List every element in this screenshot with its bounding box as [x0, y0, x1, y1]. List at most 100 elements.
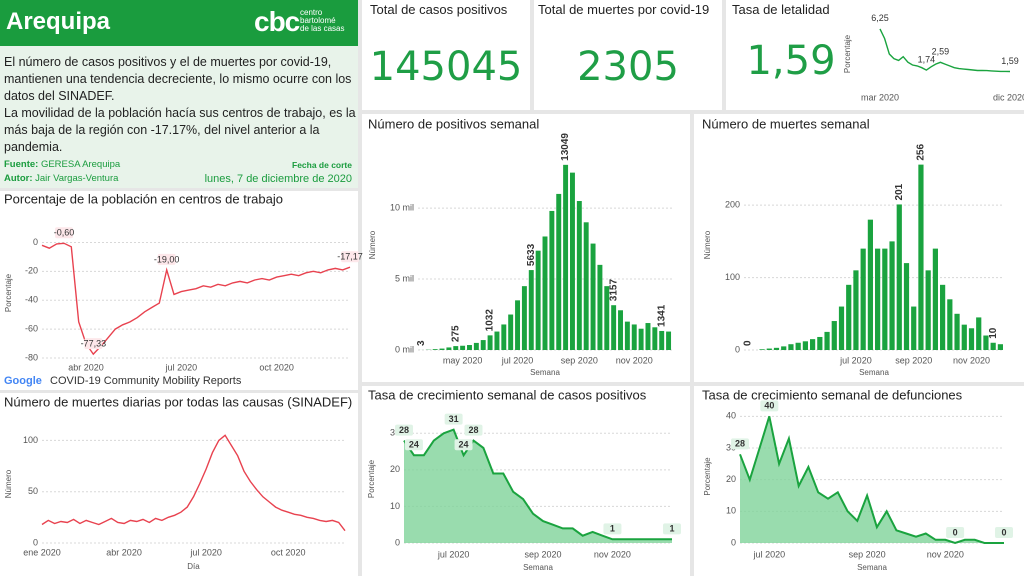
- bar: [875, 248, 881, 350]
- bar: [911, 306, 917, 350]
- bar: [528, 270, 534, 350]
- x-tick-label: sep 2020: [561, 355, 598, 365]
- panel: [0, 393, 358, 576]
- bar: [480, 340, 486, 350]
- line: [41, 242, 351, 356]
- bar: [795, 342, 801, 350]
- bar: [773, 347, 780, 350]
- y-tick-label: 30: [390, 428, 400, 438]
- x-tick-label: may 2020: [443, 355, 483, 365]
- y-tick-label: 10: [390, 501, 400, 511]
- y-tick-label: 30: [726, 442, 736, 452]
- panel: [0, 191, 358, 390]
- line: [403, 428, 672, 541]
- bar: [439, 348, 445, 350]
- title: Arequipa: [6, 8, 111, 35]
- y-axis-title: Porcentaje: [4, 273, 13, 312]
- bar: [940, 284, 946, 350]
- y-tick-label: 0: [735, 344, 740, 354]
- kpi-title: Total de casos positivos: [370, 2, 508, 17]
- x-axis-title: Semana: [859, 368, 889, 377]
- bar: [583, 222, 589, 350]
- data-label: 201: [894, 183, 905, 200]
- logo-text: centro bartolomé de las casas: [300, 9, 344, 33]
- x-tick-label: jul 2020: [165, 362, 198, 372]
- x-tick-label: oct 2020: [271, 547, 306, 557]
- bar: [918, 164, 924, 350]
- data-label: 2,59: [932, 47, 950, 57]
- x-tick-label: jul 2020: [753, 549, 786, 559]
- label: Fecha de corte: [292, 160, 352, 170]
- value: lunes, 7 de diciembre de 2020: [204, 173, 352, 185]
- y-axis-title: Porcentaje: [703, 457, 712, 496]
- y-axis-title: Número: [368, 230, 377, 259]
- kpi-value: 145045: [369, 44, 523, 90]
- label-bg: [731, 438, 749, 450]
- data-label: 256: [916, 143, 927, 160]
- bar: [631, 324, 637, 350]
- y-tick-label: 0: [395, 537, 400, 547]
- bar: [860, 248, 866, 350]
- credits: Fuente: GERESA Arequipa Autor: Jair Varg…: [4, 158, 120, 186]
- data-label: 1: [669, 524, 674, 534]
- y-tick-label: 20: [390, 464, 400, 474]
- data-label: 5633: [526, 243, 537, 266]
- label: Fuente:: [4, 159, 39, 170]
- bar: [896, 204, 902, 350]
- bar: [759, 349, 765, 350]
- data-label: 1341: [656, 304, 667, 327]
- kpi-value: 2305: [577, 44, 679, 90]
- bar: [494, 331, 500, 350]
- bar: [846, 284, 852, 350]
- paragraph: El número de casos positivos y el de mue…: [4, 55, 352, 103]
- label-bg: [404, 439, 423, 451]
- bar: [569, 172, 575, 350]
- bar: [645, 323, 651, 350]
- source-logo: Google: [4, 375, 42, 387]
- value: GERESA Arequipa: [40, 159, 121, 170]
- label-bg: [157, 253, 176, 265]
- summary: El número de casos positivos y el de mue…: [4, 54, 356, 156]
- bar: [624, 321, 630, 350]
- data-label: 0: [742, 340, 753, 346]
- chart-title: Tasa de crecimiento semanal de casos pos…: [368, 387, 647, 402]
- x-tick-label: jul 2020: [189, 547, 222, 557]
- label-bg: [760, 400, 779, 412]
- label-bg: [663, 523, 681, 535]
- label-bg: [995, 527, 1013, 538]
- x-tick-label: abr 2020: [106, 547, 142, 557]
- y-tick-label: 0 mil: [395, 344, 414, 354]
- data-label: 1: [610, 524, 615, 534]
- bar: [954, 313, 960, 350]
- bar: [781, 346, 787, 350]
- x-tick-label: ene 2020: [23, 547, 61, 557]
- bar: [925, 270, 931, 350]
- data-label: 3157: [608, 279, 619, 302]
- bar: [882, 248, 888, 350]
- label: Autor:: [4, 173, 33, 184]
- bar: [432, 349, 438, 350]
- bar: [467, 345, 472, 350]
- bar: [549, 210, 555, 350]
- x-tick-label: jul 2020: [501, 355, 534, 365]
- kpi-title: Tasa de letalidad: [732, 2, 830, 17]
- y-tick-label: 5 mil: [395, 273, 414, 283]
- bar: [508, 314, 514, 350]
- bar: [961, 324, 967, 350]
- data-label: 24: [409, 440, 419, 450]
- bar: [473, 342, 479, 350]
- chart-title: Número de muertes diarias por todas las …: [4, 394, 352, 409]
- data-label: 24: [459, 440, 469, 450]
- x-axis-title: Semana: [523, 563, 553, 572]
- x-tick-label: nov 2020: [953, 355, 990, 365]
- kpi-title: Total de muertes por covid-19: [538, 2, 710, 17]
- bar: [638, 328, 644, 350]
- data-label: 28: [735, 439, 745, 449]
- bar: [838, 306, 845, 350]
- y-axis-title: Número: [4, 469, 13, 498]
- label-bg: [464, 424, 483, 436]
- bar: [515, 300, 521, 350]
- label-bg: [84, 338, 103, 350]
